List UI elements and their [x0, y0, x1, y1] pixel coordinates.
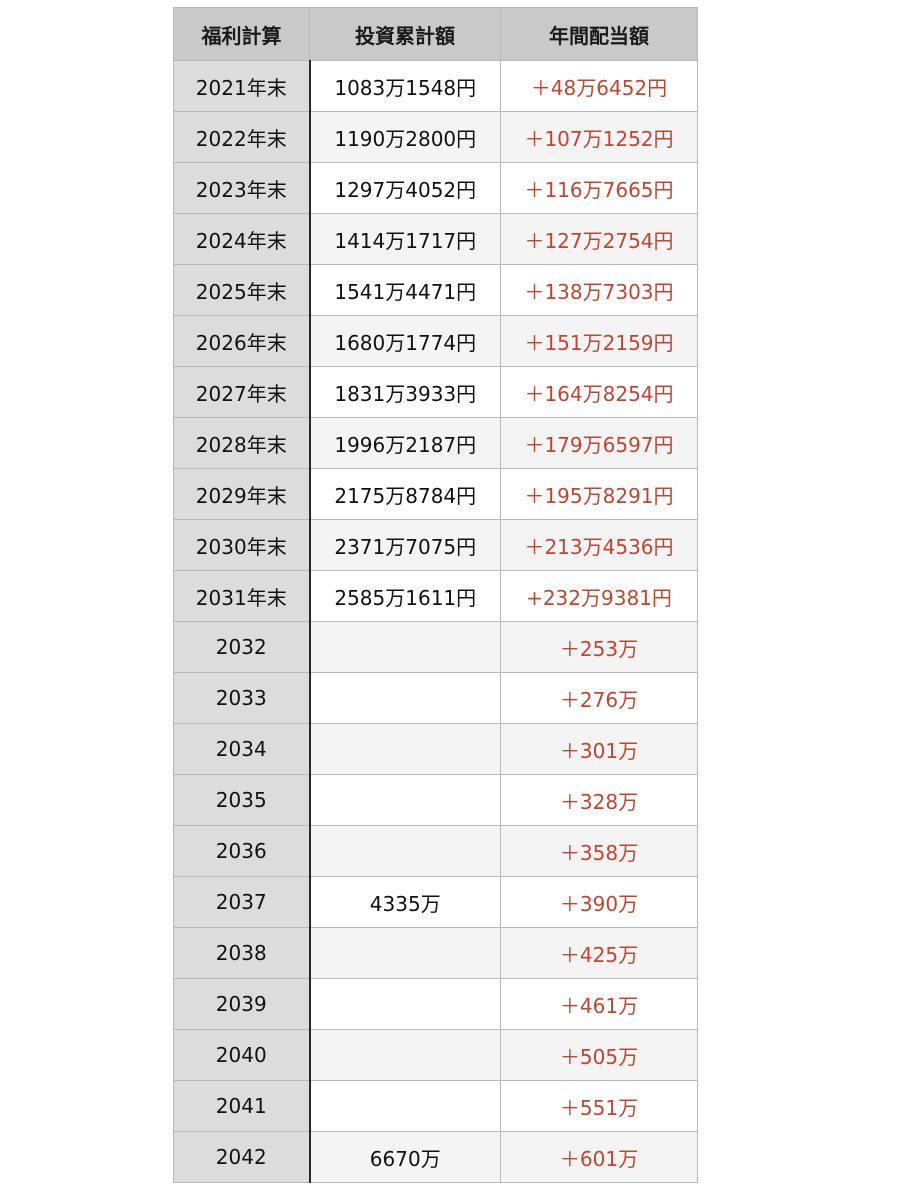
- table-row: 2042 6670万 ＋601万: [173, 1131, 698, 1183]
- dividend-cell: ＋107万1252円: [500, 111, 698, 163]
- dividend-cell: ＋48万6452円: [500, 60, 698, 112]
- dividend-cell: ＋301万: [500, 723, 698, 775]
- year-cell: 2040: [173, 1029, 310, 1081]
- table-row: 2038 ＋425万: [173, 927, 698, 979]
- table-row: 2037 4335万 ＋390万: [173, 876, 698, 928]
- table-row: 2040 ＋505万: [173, 1029, 698, 1081]
- year-cell: 2024年末: [173, 213, 310, 265]
- year-cell: 2029年末: [173, 468, 310, 520]
- investment-cell: 1541万4471円: [308, 264, 501, 316]
- year-cell: 2026年末: [173, 315, 310, 367]
- dividend-table-container: 福利計算 投資累計額 年間配当額 2021年末 1083万1548円 ＋48万645…: [173, 7, 698, 1183]
- investment-cell: [308, 723, 501, 775]
- investment-cell: [308, 1080, 501, 1132]
- year-cell: 2041: [173, 1080, 310, 1132]
- investment-cell: 1083万1548円: [308, 60, 501, 112]
- dividend-cell: ＋127万2754円: [500, 213, 698, 265]
- table-row: 2027年末 1831万3933円 ＋164万8254円: [173, 366, 698, 418]
- dividend-table: 福利計算 投資累計額 年間配当額 2021年末 1083万1548円 ＋48万645…: [173, 7, 698, 1183]
- year-cell: 2022年末: [173, 111, 310, 163]
- year-cell: 2037: [173, 876, 310, 928]
- investment-cell: 1996万2187円: [308, 417, 501, 469]
- investment-cell: 1414万1717円: [308, 213, 501, 265]
- table-row: 2022年末 1190万2800円 ＋107万1252円: [173, 111, 698, 163]
- investment-cell: [308, 978, 501, 1030]
- year-cell: 2032: [173, 621, 310, 673]
- table-row: 2035 ＋328万: [173, 774, 698, 826]
- investment-cell: 2585万1611円: [308, 570, 501, 622]
- investment-cell: [308, 672, 501, 724]
- investment-cell: 1297万4052円: [308, 162, 501, 214]
- investment-cell: 6670万: [308, 1131, 501, 1183]
- dividend-cell: ＋151万2159円: [500, 315, 698, 367]
- investment-cell: 1680万1774円: [308, 315, 501, 367]
- header-investment: 投資累計額: [309, 7, 501, 61]
- table-row: 2036 ＋358万: [173, 825, 698, 877]
- investment-cell: 2371万7075円: [308, 519, 501, 571]
- table-row: 2029年末 2175万8784円 ＋195万8291円: [173, 468, 698, 520]
- investment-cell: [308, 621, 501, 673]
- header-dividend: 年間配当額: [500, 7, 698, 61]
- year-cell: 2038: [173, 927, 310, 979]
- year-cell: 2036: [173, 825, 310, 877]
- dividend-cell: ＋195万8291円: [500, 468, 698, 520]
- dividend-cell: ＋390万: [500, 876, 698, 928]
- year-cell: 2030年末: [173, 519, 310, 571]
- table-row: 2031年末 2585万1611円 +232万9381円: [173, 570, 698, 622]
- dividend-cell: ＋601万: [500, 1131, 698, 1183]
- dividend-cell: ＋276万: [500, 672, 698, 724]
- year-cell: 2039: [173, 978, 310, 1030]
- table-row: 2026年末 1680万1774円 ＋151万2159円: [173, 315, 698, 367]
- dividend-cell: ＋461万: [500, 978, 698, 1030]
- table-row: 2032 ＋253万: [173, 621, 698, 673]
- investment-cell: [308, 1029, 501, 1081]
- table-row: 2023年末 1297万4052円 ＋116万7665円: [173, 162, 698, 214]
- investment-cell: 1831万3933円: [308, 366, 501, 418]
- header-row: 福利計算 投資累計額 年間配当額: [173, 7, 698, 61]
- table-body: 2021年末 1083万1548円 ＋48万6452円 2022年末 1190万2800…: [173, 60, 698, 1183]
- dividend-cell: +232万9381円: [500, 570, 698, 622]
- investment-cell: 2175万8784円: [308, 468, 501, 520]
- dividend-cell: ＋551万: [500, 1080, 698, 1132]
- year-cell: 2023年末: [173, 162, 310, 214]
- year-cell: 2034: [173, 723, 310, 775]
- investment-cell: 1190万2800円: [308, 111, 501, 163]
- table-row: 2025年末 1541万4471円 ＋138万7303円: [173, 264, 698, 316]
- dividend-cell: ＋138万7303円: [500, 264, 698, 316]
- table-row: 2030年末 2371万7075円 ＋213万4536円: [173, 519, 698, 571]
- investment-cell: [308, 774, 501, 826]
- table-row: 2028年末 1996万2187円 ＋179万6597円: [173, 417, 698, 469]
- table-row: 2034 ＋301万: [173, 723, 698, 775]
- investment-cell: 4335万: [308, 876, 501, 928]
- year-cell: 2021年末: [173, 60, 310, 112]
- dividend-cell: ＋179万6597円: [500, 417, 698, 469]
- table-header: 福利計算 投資累計額 年間配当額: [173, 7, 698, 61]
- year-cell: 2035: [173, 774, 310, 826]
- dividend-cell: ＋213万4536円: [500, 519, 698, 571]
- year-cell: 2042: [173, 1131, 310, 1183]
- table-row: 2024年末 1414万1717円 ＋127万2754円: [173, 213, 698, 265]
- table-row: 2021年末 1083万1548円 ＋48万6452円: [173, 60, 698, 112]
- table-row: 2041 ＋551万: [173, 1080, 698, 1132]
- table-row: 2033 ＋276万: [173, 672, 698, 724]
- year-cell: 2025年末: [173, 264, 310, 316]
- dividend-cell: ＋116万7665円: [500, 162, 698, 214]
- dividend-cell: ＋328万: [500, 774, 698, 826]
- header-year: 福利計算: [173, 7, 310, 61]
- dividend-cell: ＋358万: [500, 825, 698, 877]
- dividend-cell: ＋425万: [500, 927, 698, 979]
- year-cell: 2033: [173, 672, 310, 724]
- dividend-cell: ＋253万: [500, 621, 698, 673]
- year-cell: 2031年末: [173, 570, 310, 622]
- dividend-cell: ＋164万8254円: [500, 366, 698, 418]
- year-cell: 2028年末: [173, 417, 310, 469]
- year-cell: 2027年末: [173, 366, 310, 418]
- investment-cell: [308, 927, 501, 979]
- table-row: 2039 ＋461万: [173, 978, 698, 1030]
- investment-cell: [308, 825, 501, 877]
- dividend-cell: ＋505万: [500, 1029, 698, 1081]
